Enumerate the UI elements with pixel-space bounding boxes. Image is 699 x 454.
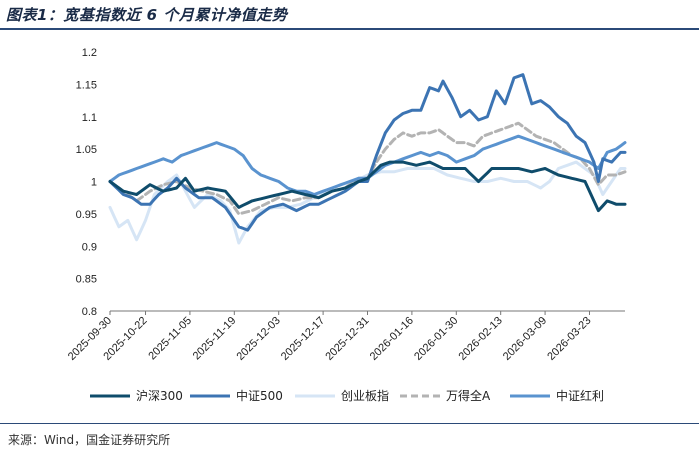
legend-label-wdqa: 万得全A [446, 388, 491, 403]
y-tick-label: 1.05 [76, 144, 97, 156]
y-tick-label: 0.95 [76, 209, 97, 221]
source-note: 来源：Wind，国金证券研究所 [8, 433, 171, 447]
x-tick-label: 2025-11-05 [146, 315, 194, 363]
x-tick-label: 2026-01-30 [412, 315, 460, 363]
y-tick-label: 1.2 [82, 47, 97, 59]
x-tick-label: 2026-01-16 [368, 315, 416, 363]
x-tick-label: 2025-12-31 [323, 315, 371, 363]
y-tick-label: 0.8 [82, 306, 97, 318]
source-divider [0, 423, 699, 424]
x-tick-label: 2025-12-03 [235, 315, 283, 363]
x-tick-label: 2026-02-13 [457, 315, 505, 363]
y-tick-label: 1.1 [82, 112, 97, 124]
series-line-cyb [108, 160, 627, 245]
legend: 沪深300 中证500 创业板指 万得全A 中证红利 [90, 388, 604, 403]
legend-label-zz500: 中证500 [236, 388, 283, 403]
x-axis: 2025-09-302025-10-222025-11-052025-11-19… [66, 310, 625, 363]
x-tick-label: 2025-11-19 [191, 315, 239, 363]
legend-label-hs300: 沪深300 [136, 389, 183, 403]
series-line-zz500 [108, 73, 627, 232]
y-tick-label: 0.9 [82, 241, 97, 253]
y-tick-label: 1.15 [76, 79, 97, 91]
legend-label-zzhl: 中证红利 [556, 388, 604, 403]
x-tick-label: 2025-12-17 [279, 315, 327, 363]
line-chart: 0.8 0.85 0.9 0.95 1 1.05 1.1 1.15 1.2 2025-09-30… [66, 47, 627, 403]
figure-title: 图表1：宽基指数近 6 个月累计净值走势 [6, 6, 288, 24]
plot-area [108, 73, 627, 245]
legend-label-cyb: 创业板指 [341, 388, 389, 403]
y-tick-label: 1 [91, 177, 97, 189]
y-tick-label: 0.85 [76, 274, 97, 286]
series-line-hs300 [108, 160, 627, 213]
x-tick-label: 2026-03-09 [501, 315, 549, 363]
y-axis: 0.8 0.85 0.9 0.95 1 1.05 1.1 1.15 1.2 [76, 47, 97, 318]
x-tick-label: 2026-03-23 [545, 315, 593, 363]
title-divider [0, 28, 699, 30]
